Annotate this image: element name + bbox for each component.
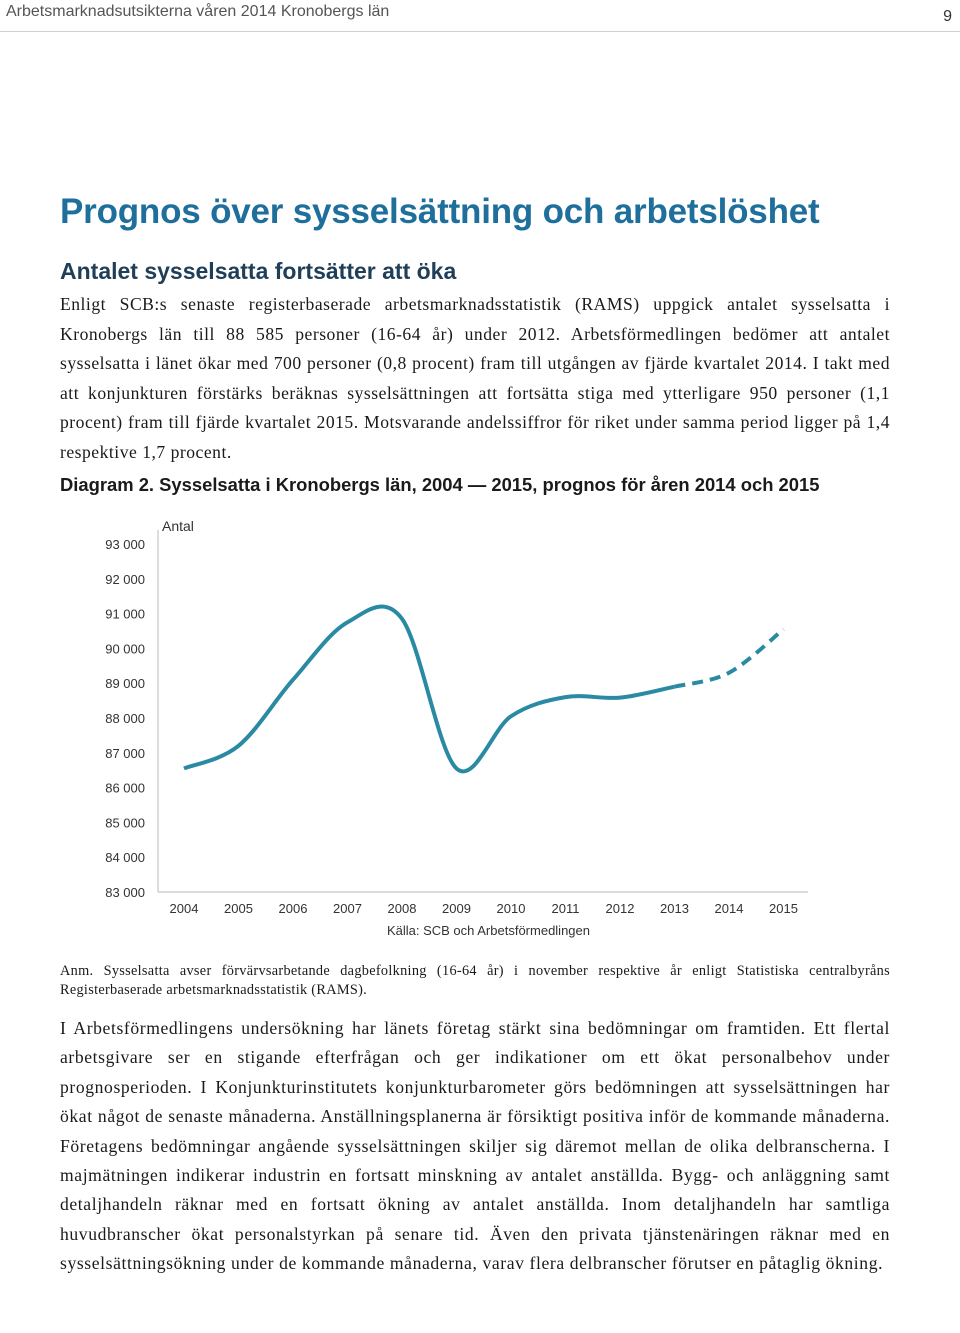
x-tick-label: 2008 <box>388 901 417 916</box>
x-tick-label: 2011 <box>552 901 580 916</box>
x-tick-label: 2010 <box>497 901 526 916</box>
running-title: Arbetsmarknadsutsikterna våren 2014 Kron… <box>6 3 390 20</box>
y-tick-label: 90 000 <box>105 641 145 656</box>
x-tick-label: 2013 <box>660 901 689 916</box>
y-tick-label: 83 000 <box>105 885 145 900</box>
section-title: Prognos över sysselsättning och arbetslö… <box>60 192 820 231</box>
y-tick-label: 89 000 <box>105 676 145 691</box>
y-tick-label: 92 000 <box>105 572 145 587</box>
y-tick-label: 87 000 <box>105 746 145 761</box>
y-tick-label: 93 000 <box>105 537 145 552</box>
x-tick-label: 2005 <box>224 901 253 916</box>
y-tick-label: 88 000 <box>105 711 145 726</box>
x-tick-label: 2014 <box>715 901 744 916</box>
section-subtitle: Antalet sysselsatta fortsätter att öka <box>60 258 457 284</box>
y-tick-label: 91 000 <box>105 607 145 622</box>
y-unit-label: Antal <box>162 518 194 534</box>
x-axis: 2004 2005 2006 2007 2008 2009 2010 2011 2012 2013… <box>158 891 808 916</box>
page-number: 9 <box>943 8 952 25</box>
x-tick-label: 2006 <box>279 901 308 916</box>
chart-source: Källa: SCB och Arbetsförmedlingen <box>387 923 590 938</box>
y-tick-label: 84 000 <box>105 850 145 865</box>
running-header: Arbetsmarknadsutsikterna våren 2014 Kron… <box>0 0 960 32</box>
forecast-series-line <box>674 627 785 689</box>
x-tick-label: 2007 <box>333 901 362 916</box>
diagram-caption: Diagram 2. Sysselsatta i Kronobergs län,… <box>60 474 820 495</box>
y-tick-label: 86 000 <box>105 781 145 796</box>
y-tick-label: 85 000 <box>105 815 145 830</box>
body-paragraph-2: I Arbetsförmedlingens undersökning har l… <box>60 1018 890 1274</box>
x-tick-label: 2015 <box>769 901 798 916</box>
series-lines <box>183 604 785 774</box>
actual-series-line <box>183 604 675 774</box>
x-tick-label: 2004 <box>170 901 199 916</box>
y-axis: 83 000 84 000 85 000 86 000 87 000 88 000 89 0… <box>105 530 159 900</box>
chart-note: Anm. Sysselsatta avser förvärvsarbetande… <box>60 963 890 998</box>
employment-line-chart: 83 000 84 000 85 000 86 000 87 000 88 000 89 0… <box>105 518 808 938</box>
x-tick-label: 2009 <box>442 901 471 916</box>
body-paragraph-1: Enligt SCB:s senaste registerbaserade ar… <box>60 294 890 462</box>
x-tick-label: 2012 <box>606 901 635 916</box>
